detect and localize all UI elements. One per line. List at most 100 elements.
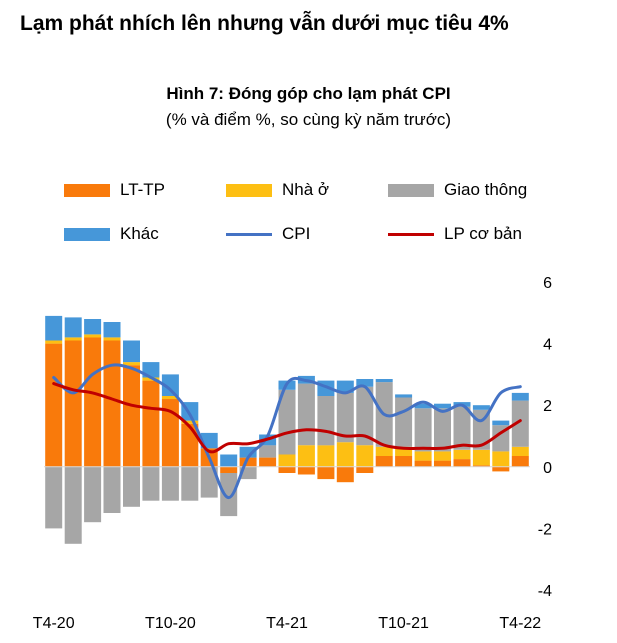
bar-nh--14 bbox=[317, 445, 335, 467]
bar-nh--3 bbox=[103, 337, 121, 341]
line-cpi bbox=[52, 363, 522, 500]
bar-giao-th-ng-4 bbox=[123, 466, 140, 507]
y-tick-label-2: 2 bbox=[543, 398, 552, 415]
bar-giao-th-ng-16 bbox=[356, 386, 374, 446]
bar-lt-tp-22 bbox=[472, 465, 490, 467]
bar-kh-c-10 bbox=[239, 446, 257, 458]
bar-giao-th-ng-20 bbox=[434, 408, 451, 452]
legend-label-giao-thong: Giao thông bbox=[444, 180, 528, 199]
bar-giao-th-ng-19 bbox=[414, 408, 432, 452]
headline: Lạm phát nhích lên nhưng vẫn dưới mục ti… bbox=[20, 12, 509, 35]
bar-giao-th-ng-9 bbox=[220, 473, 238, 517]
bar-lt-tp-12 bbox=[278, 466, 296, 473]
bar-nh--22 bbox=[472, 449, 490, 466]
y-tick-label-5: -4 bbox=[538, 583, 552, 600]
legend-label-nha-o: Nhà ở bbox=[282, 180, 330, 199]
bar-lt-tp-5 bbox=[142, 380, 160, 467]
bar-lt-tp-2 bbox=[84, 337, 102, 467]
bar-kh-c-24 bbox=[511, 392, 529, 401]
bar-kh-c-23 bbox=[492, 420, 510, 426]
bar-nh--16 bbox=[356, 445, 374, 467]
bar-kh-c-16 bbox=[356, 379, 374, 387]
legend-label-cpi: CPI bbox=[282, 224, 311, 243]
bar-lt-tp-4 bbox=[123, 365, 140, 467]
bar-giao-th-ng-15 bbox=[336, 392, 354, 443]
legend-line-lp-co-ban bbox=[388, 232, 434, 236]
bar-kh-c-19 bbox=[414, 403, 432, 409]
x-tick-label-3: T10-21 bbox=[378, 615, 429, 632]
bar-lt-tp-11 bbox=[259, 457, 277, 467]
legend-item-giao-thong: Giao thông bbox=[388, 180, 527, 200]
bar-lt-tp-3 bbox=[103, 340, 121, 467]
x-tick-label-1: T10-20 bbox=[145, 615, 196, 632]
bar-giao-th-ng-13 bbox=[297, 383, 315, 446]
bar-giao-th-ng-8 bbox=[200, 466, 218, 498]
bar-nh--7 bbox=[181, 420, 199, 424]
y-tick-label-3: 0 bbox=[543, 460, 552, 477]
legend-item-lt-tp: LT-TP bbox=[64, 180, 165, 200]
bar-lt-tp-10 bbox=[239, 457, 257, 467]
bar-nh--24 bbox=[511, 446, 529, 456]
bar-nh--6 bbox=[161, 396, 179, 400]
legend-label-lt-tp: LT-TP bbox=[120, 180, 166, 199]
bar-lt-tp-16 bbox=[356, 466, 374, 473]
bar-nh--13 bbox=[297, 445, 315, 467]
legend-item-cpi: CPI bbox=[226, 224, 310, 244]
bar-kh-c-15 bbox=[336, 380, 354, 393]
legend-label-lp-co-ban: LP cơ bản bbox=[444, 224, 522, 243]
bar-kh-c-9 bbox=[220, 454, 238, 467]
bar-kh-c-6 bbox=[161, 374, 179, 396]
bar-lt-tp-24 bbox=[511, 456, 529, 467]
bar-giao-th-ng-18 bbox=[395, 397, 413, 447]
x-tick-label-4: T4-22 bbox=[499, 615, 541, 632]
legend-item-nha-o: Nhà ở bbox=[226, 180, 329, 200]
bar-kh-c-1 bbox=[64, 317, 82, 338]
bar-lt-tp-20 bbox=[434, 460, 451, 467]
bar-giao-th-ng-5 bbox=[142, 466, 160, 501]
bar-giao-th-ng-14 bbox=[317, 396, 335, 446]
bar-kh-c-4 bbox=[123, 340, 140, 363]
bar-nh--20 bbox=[434, 451, 451, 461]
bar-lt-tp-21 bbox=[453, 459, 471, 467]
bar-lt-tp-18 bbox=[395, 456, 413, 467]
bar-kh-c-20 bbox=[434, 403, 451, 409]
y-tick-label-1: 4 bbox=[543, 337, 552, 354]
chart-title: Hình 7: Đóng góp cho lạm phát CPI bbox=[166, 84, 451, 103]
bar-lt-tp-23 bbox=[492, 466, 510, 472]
line-lp-c-b-n bbox=[52, 382, 522, 454]
bar-nh--18 bbox=[395, 446, 413, 456]
legend-item-khac: Khác bbox=[64, 224, 159, 244]
bar-kh-c-22 bbox=[472, 405, 490, 410]
bar-nh--17 bbox=[375, 446, 393, 456]
bar-nh--21 bbox=[453, 449, 471, 460]
legend-line-cpi bbox=[226, 232, 272, 236]
x-tick-label-2: T4-21 bbox=[266, 615, 308, 632]
bar-nh--19 bbox=[414, 451, 432, 461]
bar-kh-c-18 bbox=[395, 394, 413, 398]
bar-nh--1 bbox=[64, 337, 82, 341]
bar-nh--12 bbox=[278, 454, 296, 467]
legend-swatch-giao-thong bbox=[388, 183, 434, 197]
bar-lt-tp-13 bbox=[297, 466, 315, 475]
bar-lt-tp-19 bbox=[414, 460, 432, 467]
bar-giao-th-ng-2 bbox=[84, 466, 102, 523]
y-tick-label-4: -2 bbox=[538, 521, 552, 538]
bar-kh-c-3 bbox=[103, 322, 121, 338]
bar-nh--15 bbox=[336, 442, 354, 467]
legend-swatch-nha-o bbox=[226, 183, 272, 197]
bar-nh--23 bbox=[492, 451, 510, 467]
bar-giao-th-ng-0 bbox=[45, 466, 63, 529]
bar-lt-tp-15 bbox=[336, 466, 354, 483]
bar-giao-th-ng-7 bbox=[181, 466, 199, 501]
bar-nh--2 bbox=[84, 334, 102, 338]
bar-giao-th-ng-1 bbox=[64, 466, 82, 544]
legend-item-lp-co-ban: LP cơ bản bbox=[388, 224, 522, 244]
bar-giao-th-ng-21 bbox=[453, 406, 471, 450]
bar-lt-tp-9 bbox=[220, 466, 238, 473]
y-tick-label-0: 6 bbox=[543, 275, 552, 292]
bar-giao-th-ng-6 bbox=[161, 466, 179, 501]
bar-giao-th-ng-12 bbox=[278, 389, 296, 455]
bar-giao-th-ng-11 bbox=[259, 445, 277, 458]
bar-nh--0 bbox=[45, 340, 63, 344]
